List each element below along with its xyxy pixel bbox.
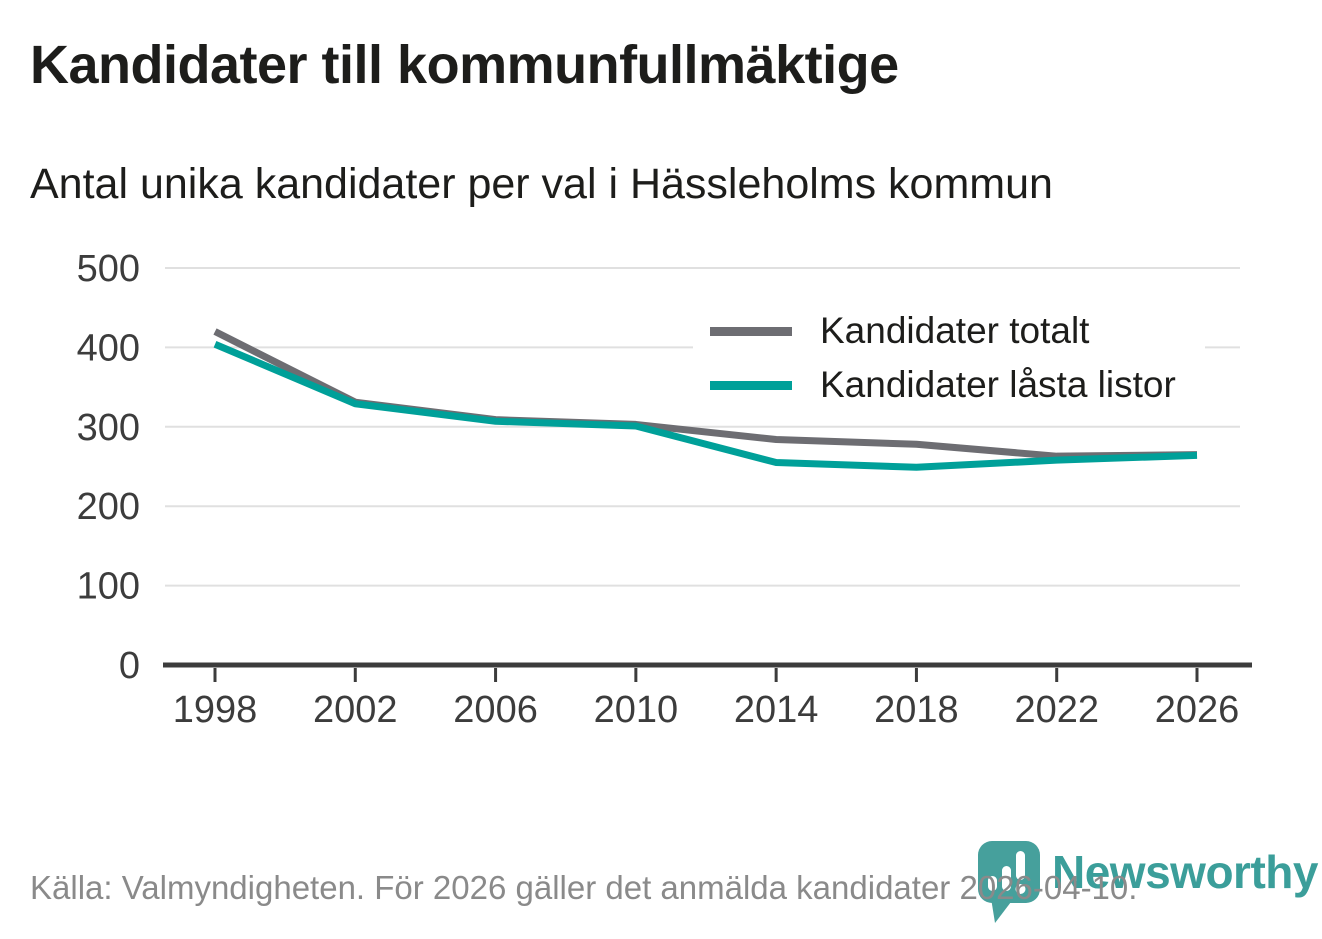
x-tick-label: 2026 (1155, 689, 1240, 731)
y-tick-label: 0 (119, 645, 140, 687)
x-tick-label: 1998 (173, 689, 258, 731)
source-note: Källa: Valmyndigheten. För 2026 gäller d… (30, 869, 1138, 906)
series-line-locked-lists (213, 341, 1198, 471)
y-tick-label: 300 (77, 407, 140, 449)
chart-subtitle: Antal unika kandidater per val i Hässleh… (30, 160, 1053, 208)
x-tick-label: 2022 (1014, 689, 1099, 731)
chart-legend: Kandidater totalt Kandidater låsta listo… (693, 296, 1205, 420)
bar-chart-speech-bubble-icon (978, 841, 1040, 923)
x-tick-label: 2018 (874, 689, 959, 731)
newsworthy-wordmark: Newsworthy (1052, 846, 1318, 898)
x-tick-label: 2014 (734, 689, 819, 731)
y-tick-label: 400 (77, 327, 140, 369)
legend-item-total: Kandidater totalt (693, 304, 1205, 358)
legend-label-total: Kandidater totalt (820, 310, 1090, 351)
legend-swatch-total (710, 326, 792, 336)
x-tick-label: 2010 (594, 689, 679, 731)
chart-title: Kandidater till kommunfullmäktige (30, 35, 899, 95)
x-tick-label: 2006 (453, 689, 538, 731)
legend-swatch-locked-lists (710, 380, 792, 390)
legend-item-locked-lists: Kandidater låsta listor (693, 358, 1205, 412)
newsworthy-logo: Newsworthy (977, 840, 1318, 924)
x-tick-label: 2002 (313, 689, 398, 731)
y-tick-label: 100 (77, 566, 140, 608)
y-tick-label: 500 (77, 248, 140, 290)
legend-label-locked-lists: Kandidater låsta listor (820, 364, 1176, 405)
y-tick-label: 200 (77, 486, 140, 528)
